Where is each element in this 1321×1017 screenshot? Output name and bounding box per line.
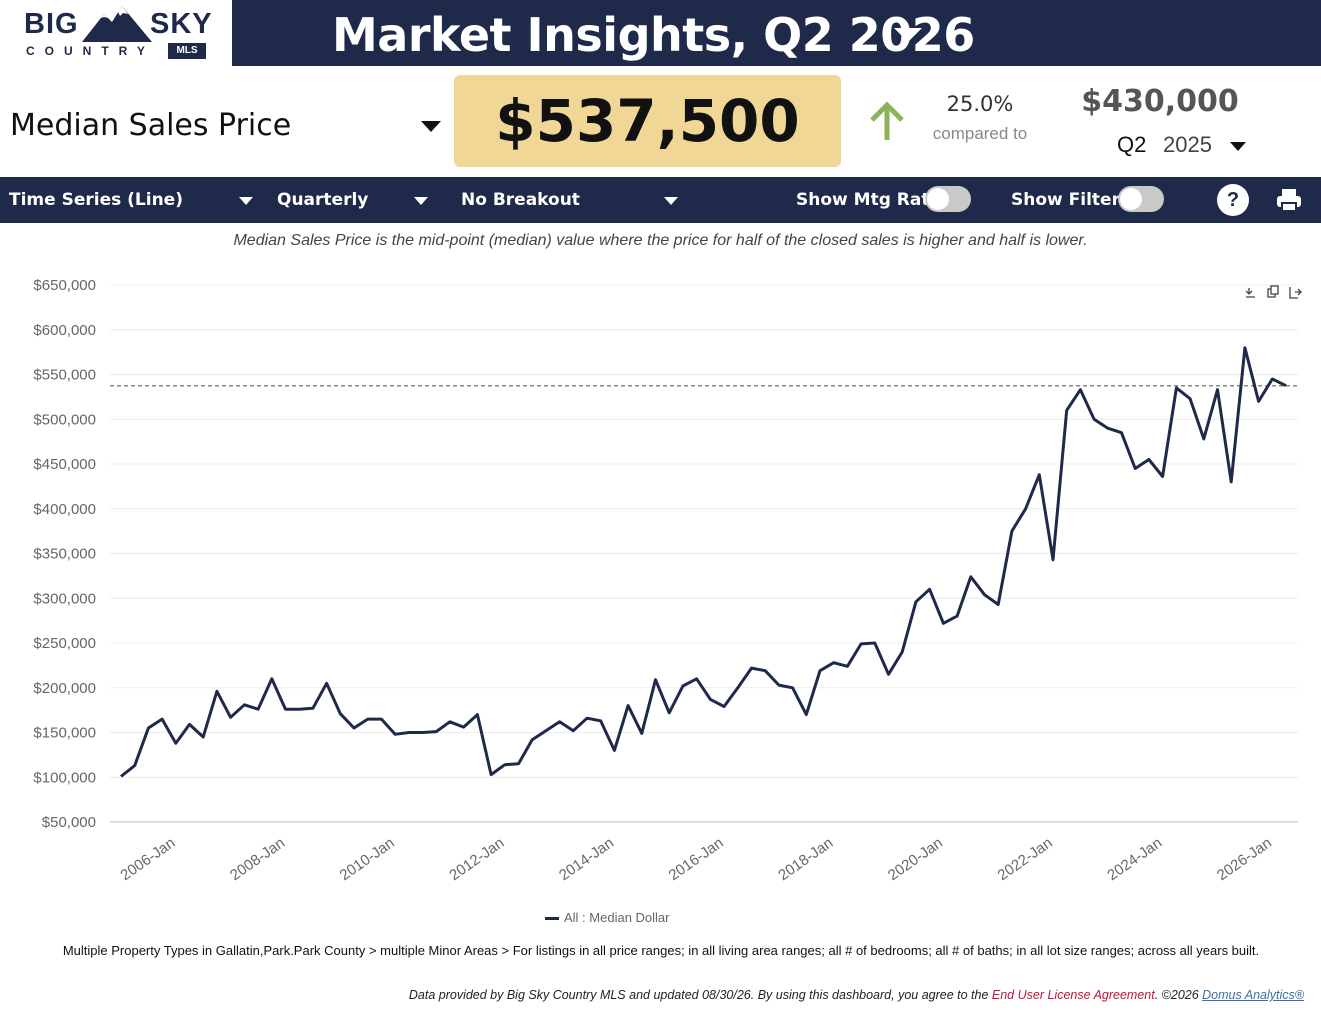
filters-toggle[interactable]	[1118, 186, 1164, 212]
x-tick-label: 2020-Jan	[885, 834, 946, 884]
chart-type-caret-icon[interactable]	[239, 197, 253, 205]
y-tick-label: $650,000	[33, 277, 96, 294]
compare-dropdown-caret-icon[interactable]	[1230, 142, 1246, 151]
metric-dropdown-caret-icon[interactable]	[421, 121, 441, 132]
chart-legend[interactable]: All : Median Dollar	[545, 910, 670, 925]
x-tick-label: 2024-Jan	[1104, 834, 1165, 884]
y-tick-label: $50,000	[42, 814, 96, 831]
export-icon[interactable]	[1289, 287, 1302, 299]
compare-quarter[interactable]: Q2	[1117, 132, 1147, 157]
series-line-median-dollar	[120, 346, 1287, 778]
y-tick-label: $400,000	[33, 501, 96, 518]
x-tick-label: 2014-Jan	[556, 834, 617, 884]
compare-year[interactable]: 2025	[1163, 132, 1212, 157]
chart-type-select[interactable]: Time Series (Line)	[9, 190, 183, 210]
mtg-rate-toggle[interactable]	[925, 186, 971, 212]
help-icon[interactable]: ?	[1217, 184, 1249, 216]
breakout-select[interactable]: No Breakout	[461, 190, 580, 210]
legend-label: All : Median Dollar	[564, 910, 670, 925]
domus-link[interactable]: Domus Analytics®	[1202, 988, 1304, 1002]
quarter-dropdown-caret-icon[interactable]	[894, 28, 922, 42]
filters-label: Show Filters:	[1011, 190, 1137, 210]
footer: Data provided by Big Sky Country MLS and…	[0, 988, 1304, 1002]
breakout-caret-icon[interactable]	[664, 197, 678, 205]
brand-logo: BIG SKY COUNTRY MLS	[0, 0, 232, 66]
metric-value: $537,500	[495, 87, 800, 155]
copy-icon[interactable]	[1267, 285, 1279, 298]
filters-summary: Multiple Property Types in Gallatin,Park…	[62, 943, 1260, 958]
x-tick-label: 2016-Jan	[666, 834, 727, 884]
x-tick-label: 2006-Jan	[117, 834, 178, 884]
logo-text-big: BIG	[24, 8, 79, 40]
y-tick-label: $600,000	[33, 322, 96, 339]
mtg-rate-label: Show Mtg Rate:	[796, 190, 948, 210]
logo-mls-badge: MLS	[168, 43, 206, 59]
x-tick-label: 2012-Jan	[446, 834, 507, 884]
print-icon[interactable]	[1276, 187, 1302, 213]
y-tick-label: $250,000	[33, 635, 96, 652]
toggle-knob	[927, 188, 949, 210]
x-tick-label: 2008-Jan	[227, 834, 288, 884]
toggle-knob	[1120, 188, 1142, 210]
eula-link[interactable]: End User License Agreement	[991, 988, 1155, 1002]
line-chart: $50,000 $100,000 $150,000 $200,000 $250,000 $…	[33, 277, 1298, 884]
x-tick-label: 2022-Jan	[995, 834, 1056, 884]
logo-text-country: COUNTRY	[26, 44, 155, 58]
logo-text-sky: SKY	[150, 8, 213, 40]
footer-text: Data provided by Big Sky Country MLS and…	[408, 988, 992, 1002]
y-tick-label: $350,000	[33, 546, 96, 563]
metric-select-label[interactable]: Median Sales Price	[10, 108, 292, 143]
y-tick-label: $200,000	[33, 680, 96, 697]
x-tick-label: 2018-Jan	[775, 834, 836, 884]
metric-description: Median Sales Price is the mid-point (med…	[233, 232, 1088, 249]
y-tick-label: $100,000	[33, 769, 96, 786]
y-tick-label: $300,000	[33, 590, 96, 607]
chart-export-icons	[1246, 285, 1302, 299]
x-tick-label: 2026-Jan	[1214, 834, 1275, 884]
page-title: Market Insights, Q2 2026	[332, 8, 975, 62]
y-tick-label: $500,000	[33, 411, 96, 428]
up-arrow-icon	[870, 101, 904, 140]
compared-to-label: compared to	[932, 124, 1028, 143]
y-tick-label: $150,000	[33, 725, 96, 742]
chart-toolbar: Time Series (Line) Quarterly No Breakout…	[0, 177, 1321, 223]
y-tick-label: $450,000	[33, 456, 96, 473]
previous-value: $430,000	[1081, 84, 1239, 119]
x-tick-label: 2010-Jan	[337, 834, 398, 884]
change-percent: 25.0%	[946, 92, 1014, 116]
title-bar: Market Insights, Q2 2026	[232, 0, 1321, 66]
metric-value-card: $537,500	[454, 75, 841, 167]
footer-copyright: . ©2026	[1154, 988, 1203, 1002]
mountain-icon	[82, 6, 152, 42]
legend-line-swatch	[545, 917, 559, 921]
y-tick-label: $550,000	[33, 367, 96, 384]
period-select[interactable]: Quarterly	[277, 190, 369, 210]
download-icon[interactable]	[1246, 288, 1255, 298]
period-caret-icon[interactable]	[414, 197, 428, 205]
